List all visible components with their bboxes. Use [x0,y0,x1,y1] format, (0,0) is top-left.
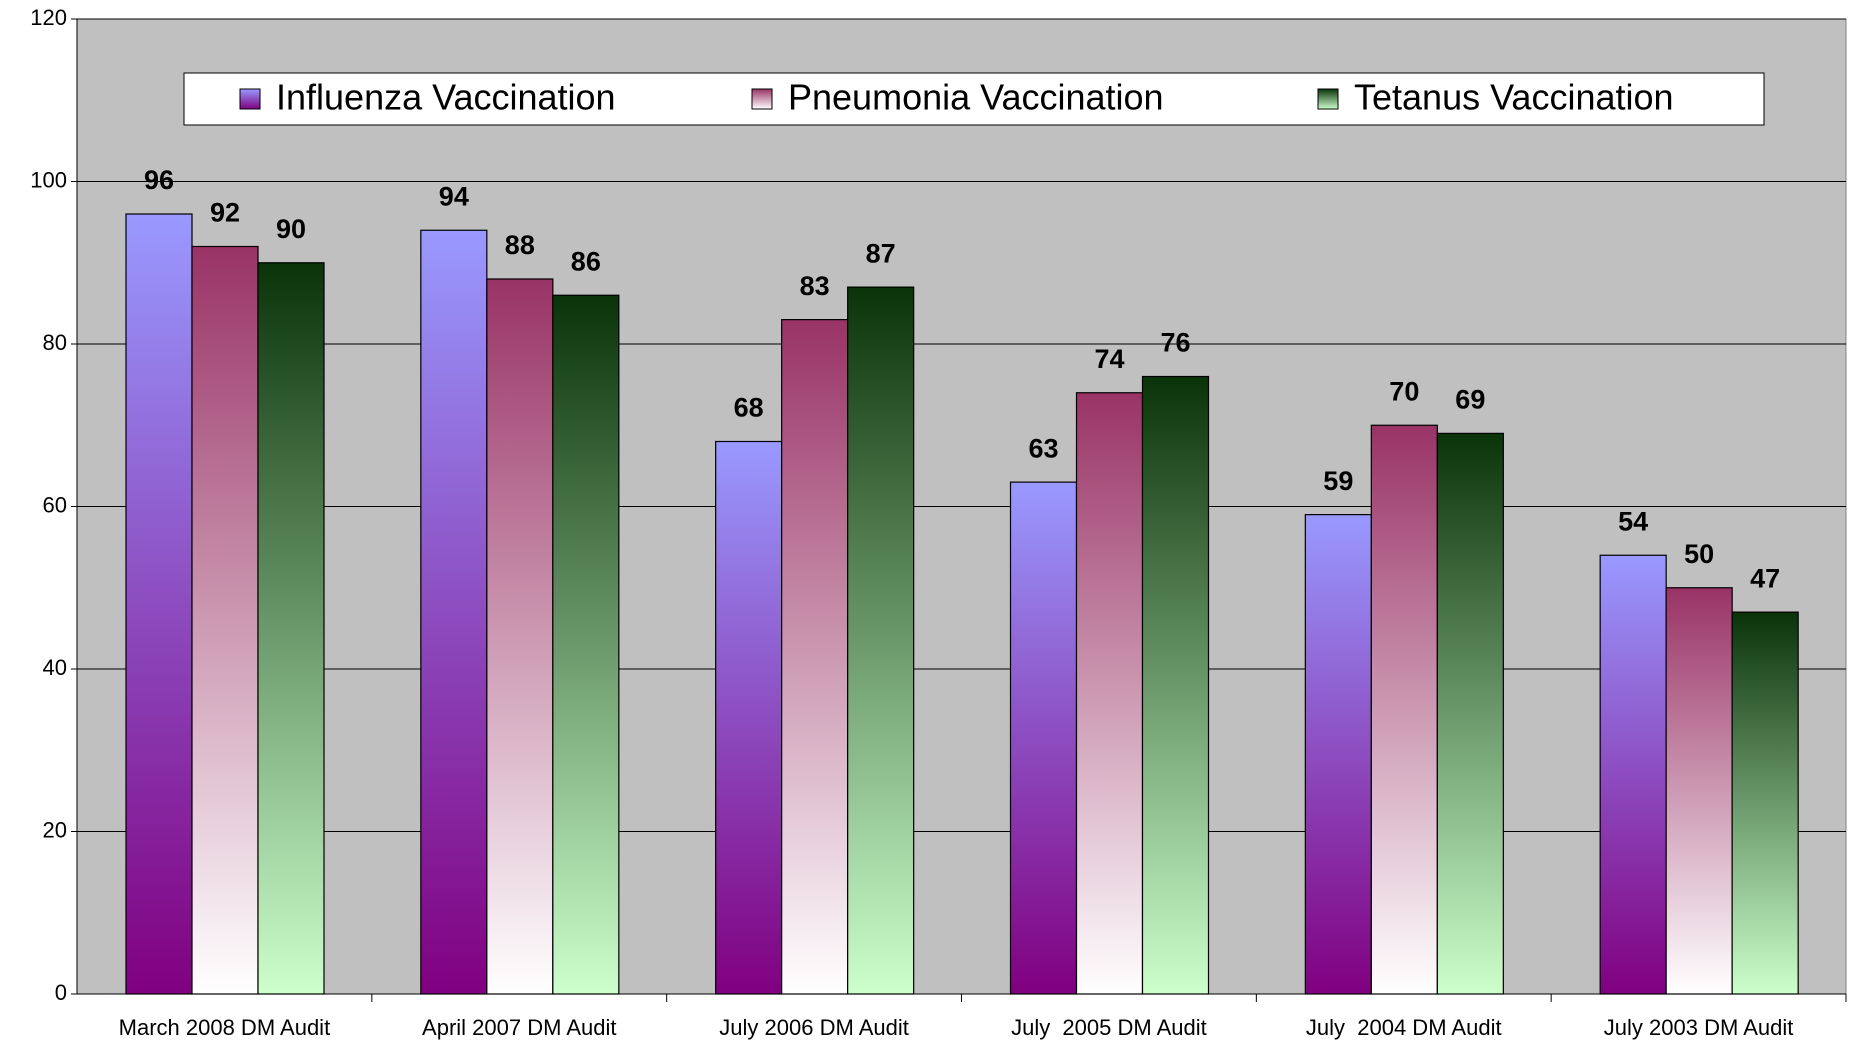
bar [1665,587,1733,995]
legend-swatch [1317,88,1339,110]
bar [715,440,783,995]
bar [1009,481,1078,995]
bar [486,278,554,995]
value-label: 92 [210,198,240,228]
value-label: 96 [144,165,174,195]
legend-label: Influenza Vaccination [276,77,616,118]
bar [1075,392,1144,995]
x-tick-label: July 2005 DM Audit [1011,1015,1207,1040]
legend-swatch [239,88,261,110]
value-label: 63 [1028,433,1058,463]
y-tick-label: 80 [43,330,67,355]
bar [1370,424,1438,995]
value-label: 86 [571,246,601,276]
x-tick-label: April 2007 DM Audit [422,1015,616,1040]
bar [781,319,849,995]
bar [1599,554,1667,995]
value-label: 88 [505,230,535,260]
y-tick-label: 20 [43,817,67,842]
bar [552,294,620,995]
value-label: 70 [1389,376,1419,406]
bar [847,286,915,995]
value-label: 83 [800,271,830,301]
value-label: 69 [1455,385,1485,415]
value-label: 68 [734,393,764,423]
bar [191,245,259,995]
value-label: 94 [439,181,469,211]
x-tick-label: July 2006 DM Audit [719,1015,909,1040]
value-label: 54 [1618,506,1648,536]
bar [1436,432,1504,995]
bar [1731,611,1799,995]
y-tick-label: 0 [55,980,67,1005]
value-label: 50 [1684,539,1714,569]
bar [420,229,488,995]
legend-box [183,72,1765,126]
bar [125,213,193,995]
legend-swatch [751,88,773,110]
y-tick-label: 100 [30,167,67,192]
x-tick-label: July 2004 DM Audit [1306,1015,1502,1040]
legend-label: Pneumonia Vaccination [788,77,1164,118]
value-label: 87 [866,238,896,268]
bar [1141,375,1210,995]
value-label: 47 [1750,563,1780,593]
value-label: 76 [1160,328,1190,358]
value-label: 74 [1094,344,1124,374]
value-label: 90 [276,214,306,244]
value-label: 59 [1323,466,1353,496]
bar [1304,514,1372,995]
x-tick-label: July 2003 DM Audit [1604,1015,1794,1040]
y-tick-label: 120 [30,5,67,30]
y-tick-label: 60 [43,492,67,517]
bar [257,262,325,995]
legend-label: Tetanus Vaccination [1354,77,1674,118]
x-tick-label: March 2008 DM Audit [119,1015,331,1040]
y-tick-label: 40 [43,655,67,680]
